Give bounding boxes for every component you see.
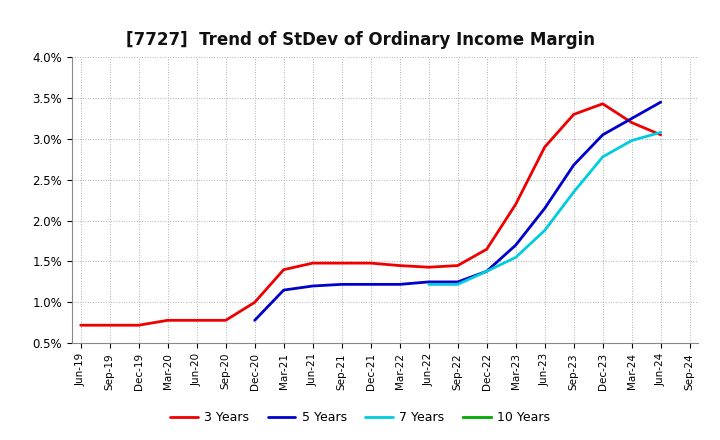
3 Years bbox=[135, 323, 143, 328]
3 Years bbox=[511, 202, 520, 207]
3 Years bbox=[338, 260, 346, 266]
3 Years bbox=[105, 323, 114, 328]
Line: 7 Years: 7 Years bbox=[428, 132, 661, 284]
Line: 5 Years: 5 Years bbox=[255, 102, 661, 320]
5 Years bbox=[454, 279, 462, 285]
3 Years bbox=[454, 263, 462, 268]
3 Years bbox=[221, 318, 230, 323]
5 Years bbox=[598, 132, 607, 137]
5 Years bbox=[338, 282, 346, 287]
5 Years bbox=[541, 206, 549, 211]
7 Years bbox=[570, 189, 578, 194]
Line: 3 Years: 3 Years bbox=[81, 104, 661, 325]
7 Years bbox=[424, 282, 433, 287]
3 Years bbox=[570, 112, 578, 117]
7 Years bbox=[511, 255, 520, 260]
3 Years bbox=[192, 318, 201, 323]
7 Years bbox=[627, 138, 636, 143]
3 Years bbox=[163, 318, 172, 323]
3 Years bbox=[657, 132, 665, 137]
3 Years bbox=[424, 264, 433, 270]
3 Years bbox=[308, 260, 317, 266]
Text: [7727]  Trend of StDev of Ordinary Income Margin: [7727] Trend of StDev of Ordinary Income… bbox=[125, 31, 595, 49]
3 Years bbox=[395, 263, 404, 268]
3 Years bbox=[627, 120, 636, 125]
5 Years bbox=[570, 162, 578, 168]
5 Years bbox=[279, 287, 288, 293]
5 Years bbox=[657, 99, 665, 105]
3 Years bbox=[366, 260, 375, 266]
Legend: 3 Years, 5 Years, 7 Years, 10 Years: 3 Years, 5 Years, 7 Years, 10 Years bbox=[166, 407, 554, 429]
7 Years bbox=[657, 130, 665, 135]
7 Years bbox=[454, 282, 462, 287]
7 Years bbox=[598, 154, 607, 160]
3 Years bbox=[541, 144, 549, 150]
3 Years bbox=[279, 267, 288, 272]
5 Years bbox=[511, 242, 520, 248]
3 Years bbox=[482, 246, 491, 252]
5 Years bbox=[482, 269, 491, 274]
3 Years bbox=[251, 300, 259, 305]
5 Years bbox=[627, 116, 636, 121]
5 Years bbox=[395, 282, 404, 287]
5 Years bbox=[424, 279, 433, 285]
7 Years bbox=[541, 228, 549, 233]
5 Years bbox=[251, 318, 259, 323]
7 Years bbox=[482, 269, 491, 274]
5 Years bbox=[308, 283, 317, 289]
3 Years bbox=[598, 101, 607, 106]
3 Years bbox=[76, 323, 85, 328]
5 Years bbox=[366, 282, 375, 287]
